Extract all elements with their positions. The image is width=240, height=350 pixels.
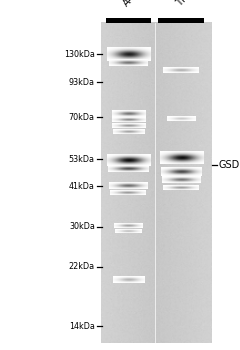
Text: 130kDa: 130kDa	[64, 50, 95, 59]
Text: 93kDa: 93kDa	[69, 78, 95, 87]
Text: 41kDa: 41kDa	[69, 182, 95, 191]
Text: 30kDa: 30kDa	[69, 222, 95, 231]
Text: 14kDa: 14kDa	[69, 322, 95, 331]
Text: 53kDa: 53kDa	[69, 155, 95, 164]
Text: 22kDa: 22kDa	[69, 262, 95, 271]
Text: 70kDa: 70kDa	[69, 113, 95, 122]
FancyBboxPatch shape	[158, 18, 204, 23]
Text: GSDMD: GSDMD	[218, 160, 240, 169]
FancyBboxPatch shape	[106, 18, 151, 23]
Text: A-431: A-431	[121, 0, 148, 9]
Text: THP-1: THP-1	[174, 0, 201, 9]
